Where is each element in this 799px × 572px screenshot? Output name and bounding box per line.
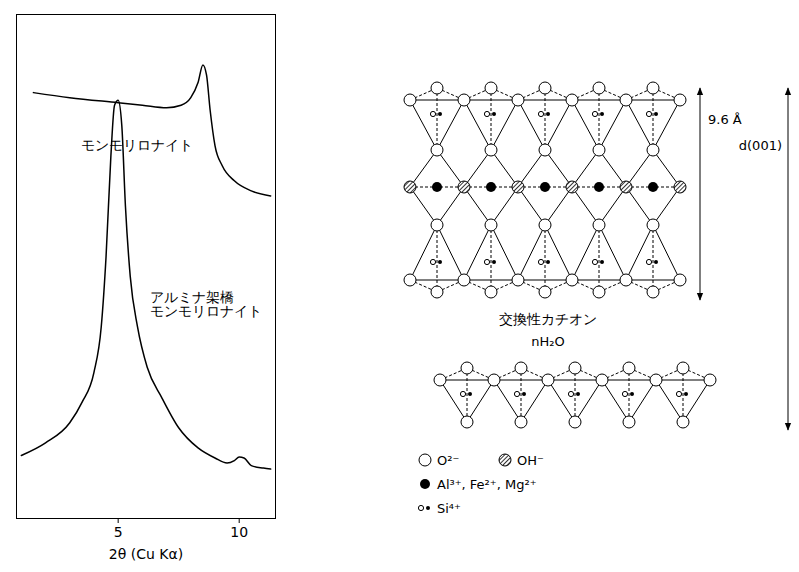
svg-text:交換性カチオン: 交換性カチオン [499,311,597,327]
svg-text:モンモリロナイト: モンモリロナイト [81,137,193,153]
svg-text:OH⁻: OH⁻ [517,453,544,468]
svg-text:d(001): d(001) [739,138,782,153]
svg-text:Si⁴⁺: Si⁴⁺ [437,501,461,516]
svg-text:O²⁻: O²⁻ [437,453,459,468]
svg-text:9.6 Å: 9.6 Å [708,112,742,127]
svg-text:Al³⁺, Fe²⁺, Mg²⁺: Al³⁺, Fe²⁺, Mg²⁺ [437,477,537,492]
svg-text:5: 5 [114,524,123,540]
svg-text:nH₂O: nH₂O [531,334,564,349]
svg-text:10: 10 [230,524,248,540]
svg-text:2θ (Cu Kα): 2θ (Cu Kα) [109,546,183,562]
svg-text:アルミナ架橋モンモリロナイト: アルミナ架橋モンモリロナイト [150,289,262,319]
